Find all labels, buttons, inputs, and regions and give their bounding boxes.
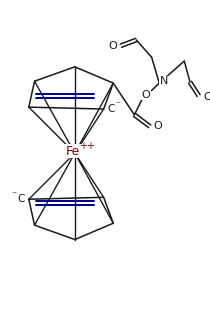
Text: N: N <box>160 76 168 86</box>
Text: O: O <box>142 90 150 100</box>
Text: O: O <box>153 121 162 131</box>
Text: Fe: Fe <box>66 145 80 158</box>
Text: O: O <box>203 92 210 101</box>
Text: C: C <box>17 194 25 204</box>
Text: O: O <box>108 41 117 51</box>
Text: C: C <box>108 104 115 114</box>
Text: ++: ++ <box>79 141 95 152</box>
Text: ⁻: ⁻ <box>116 100 121 110</box>
Text: ⁻: ⁻ <box>12 190 17 200</box>
